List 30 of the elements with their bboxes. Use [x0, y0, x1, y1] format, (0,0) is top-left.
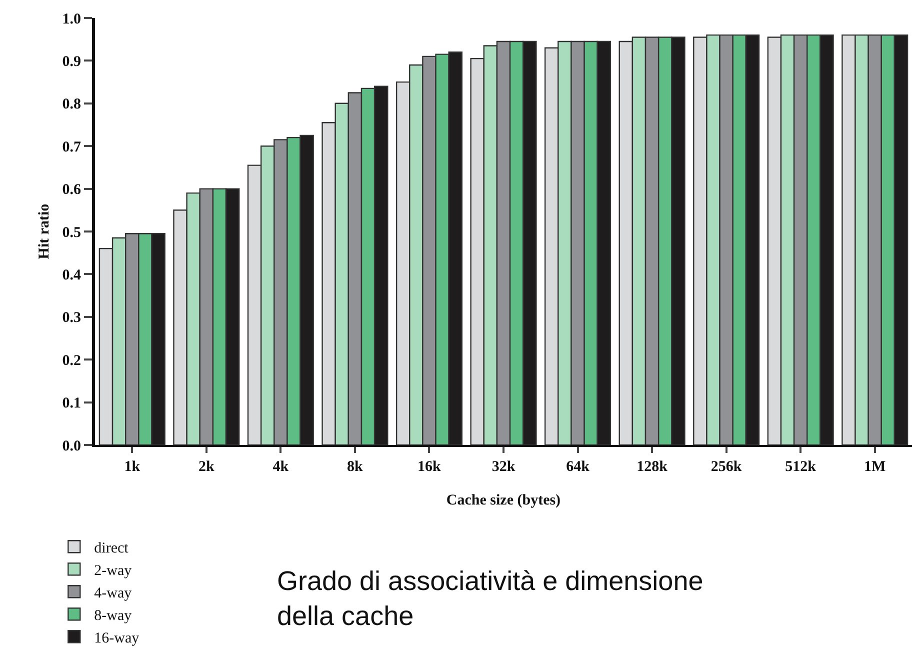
y-tick-label: 0.9: [62, 54, 81, 70]
y-tick-label: 0.8: [62, 96, 81, 113]
x-tick-label: 1M: [864, 459, 886, 475]
x-axis-title: Cache size (bytes): [446, 492, 561, 508]
x-tick-label: 8k: [347, 459, 364, 475]
y-tick-label: 0.2: [62, 352, 81, 369]
legend-label: direct: [94, 540, 130, 556]
legend-label: 4-way: [94, 586, 132, 602]
x-tick-label: 512k: [785, 459, 817, 475]
y-tick-label: 0.3: [62, 310, 81, 326]
y-tick-label: 0.5: [62, 224, 81, 241]
y-tick-label: 0.6: [62, 182, 82, 198]
text: Grado di associatività e dimensione della cache: [277, 566, 704, 632]
y-tick-label: 0.7: [62, 139, 82, 156]
x-tick-label: 256k: [710, 459, 742, 475]
x-tick-label: 32k: [492, 459, 516, 475]
y-tick-label: 0.1: [62, 396, 81, 412]
x-tick-label: 1k: [124, 459, 141, 475]
x-tick-label: 64k: [566, 459, 590, 475]
legend-label: 2-way: [94, 563, 132, 579]
y-tick-label: 0.0: [62, 438, 81, 454]
x-tick-label: 2k: [198, 459, 215, 475]
legend-label: 16-way: [94, 630, 140, 646]
x-tick-label: 128k: [636, 459, 668, 475]
y-tick-label: 0.4: [62, 267, 82, 284]
y-axis-title: Hit ratio: [36, 204, 52, 260]
y-tick-label: 1.0: [62, 11, 81, 28]
x-tick-label: 4k: [272, 459, 290, 475]
x-tick-label: 16k: [418, 459, 442, 475]
legend-label: 8-way: [94, 608, 132, 624]
